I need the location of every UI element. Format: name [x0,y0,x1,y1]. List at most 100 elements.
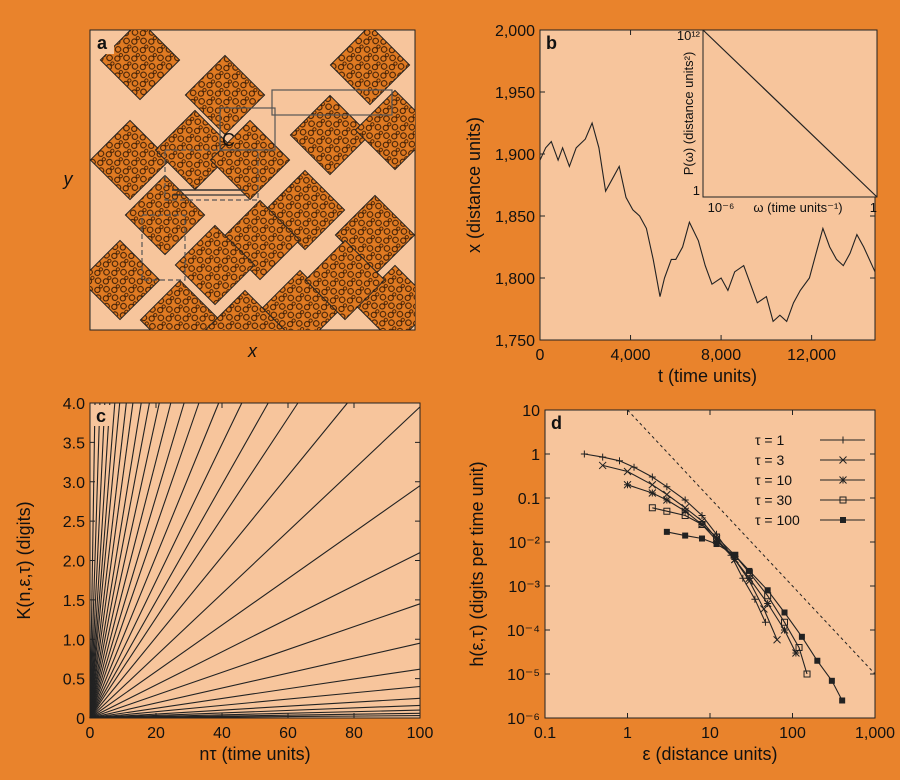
panel-letter-bg [542,32,562,53]
marker-square [648,504,656,512]
marker [713,533,721,541]
diamond [139,279,221,330]
x-tick-label: 60 [279,725,297,742]
series-line [89,402,185,719]
series-line [539,121,876,323]
series-line [89,402,121,719]
y-tick-label: 1 [693,183,700,198]
series-line [89,402,116,719]
y-tick-label: 0.5 [63,672,85,689]
marker-stroke [780,626,789,634]
y-axis-label: P(ω) (distance units²) [681,52,696,176]
marker [763,599,772,608]
marker-stroke [623,480,632,489]
x-tick-label: 100 [407,725,434,742]
marker [681,512,689,520]
marker-square [681,512,689,520]
series-line [89,402,200,719]
frame [164,149,259,201]
series-line [89,552,421,719]
x-tick-label: 0 [536,347,545,364]
y-tick-label: 1.5 [63,593,85,610]
diamond [209,119,291,201]
diamonds [90,30,415,330]
panel-letter-bg [92,405,112,426]
series-line [89,402,127,719]
legend-label: τ = 30 [755,492,792,508]
x-axis-label: x [247,341,258,361]
legend-label: τ = 10 [755,472,792,488]
series-line [89,402,150,719]
y-tick-label: 3.5 [63,435,85,452]
legend-label: τ = 3 [755,452,784,468]
marker [795,644,803,652]
marker [780,626,789,634]
marker [681,496,689,504]
y-tick-label: 10⁻⁵ [507,667,540,684]
marker [623,480,632,489]
marker-square [682,532,689,539]
series-line [89,402,106,719]
marker [648,489,657,497]
marker [663,490,671,499]
y-tick-label: 1,950 [495,85,535,102]
x-tick-label: 40 [213,725,231,742]
series-line [89,402,101,719]
x-tick-label: 20 [147,725,165,742]
legend-label: τ = 1 [755,432,784,448]
marker [839,476,847,484]
marker-square [764,587,771,594]
marker [599,453,607,461]
marker [798,633,805,640]
marker-stroke [839,476,847,484]
series-line [89,603,421,719]
series-line [702,29,878,198]
series-line [89,402,299,719]
marker [751,595,759,603]
series-line [89,402,243,719]
x-tick-label: 10 [701,725,719,742]
marker [648,480,657,489]
y-tick-label: 10⁻⁴ [507,623,540,640]
marker [760,605,768,613]
y-tick-label: 10⁻² [508,535,540,552]
marker [764,587,771,594]
y-tick-label: 2.0 [63,554,85,571]
marker-square [663,507,671,515]
x-axis-label: nτ (time units) [199,744,310,764]
marker [630,463,638,471]
x-axis-label: ε (distance units) [642,744,777,764]
marker-square [839,496,847,504]
marker-stroke [681,507,690,516]
y-tick-label: 1,900 [495,147,535,164]
marker [580,450,588,458]
panel-letter: c [96,406,106,426]
y-tick-label: 1,850 [495,209,535,226]
marker-square [713,533,721,541]
series-line [89,402,348,719]
marker [682,532,689,539]
y-tick-label: 10⁻⁶ [507,711,540,728]
x-tick-label: 4,000 [611,347,651,364]
marker [840,517,846,523]
marker [803,670,811,678]
y-tick-label: 10⁻³ [508,579,540,596]
marker-square [781,609,788,616]
panel-letter: b [546,33,557,53]
marker-square [840,517,846,523]
marker [739,574,747,582]
y-tick-label: 10 [522,403,540,420]
marker-square [698,520,706,528]
x-tick-label: 10⁻⁶ [708,200,735,215]
series-line [89,715,421,719]
marker-stroke [663,496,671,504]
panel-letter: a [97,33,108,53]
marker [681,507,690,516]
marker [713,541,720,548]
marker [839,456,847,464]
marker [839,436,847,444]
series-line [89,685,421,719]
marker [698,512,706,520]
y-axis-label: h(ε,τ) (digits per time unit) [467,461,487,666]
marker-stroke [763,599,772,608]
